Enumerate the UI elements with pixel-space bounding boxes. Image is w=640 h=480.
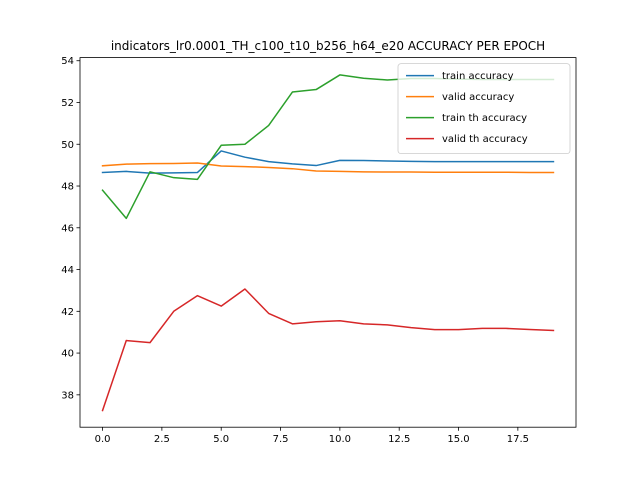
- plot-frame: [79, 57, 577, 428]
- x-tick-label: 10.0: [329, 434, 351, 445]
- y-tick-label: 44: [61, 265, 74, 276]
- legend-label-train-accuracy: train accuracy: [442, 71, 514, 82]
- series-line-valid-th-accuracy: [101, 288, 555, 412]
- y-tick-label: 38: [61, 390, 74, 401]
- chart-title: indicators_lr0.0001_TH_c100_t10_b256_h64…: [111, 39, 545, 53]
- x-tick-label: 0.0: [95, 434, 111, 445]
- series-line-train-accuracy: [101, 150, 555, 174]
- y-tick-label: 42: [61, 307, 74, 318]
- legend-label-valid-th-accuracy: valid th accuracy: [442, 134, 528, 145]
- y-tick-label: 40: [61, 349, 74, 360]
- y-tick-label: 46: [61, 223, 74, 234]
- legend-label-valid-accuracy: valid accuracy: [442, 92, 514, 103]
- legend-box: [397, 63, 571, 154]
- x-tick-label: 15.0: [447, 434, 469, 445]
- y-tick-label: 48: [61, 182, 74, 193]
- series-line-valid-accuracy: [101, 162, 555, 174]
- legend: train accuracy valid accuracy train th acc…: [397, 63, 571, 154]
- y-axis-ticks: 38 40 42 44 46 48 50 52 54: [61, 56, 80, 401]
- x-tick-label: 7.5: [273, 434, 289, 445]
- x-tick-label: 17.5: [507, 434, 529, 445]
- y-tick-label: 50: [61, 140, 74, 151]
- x-axis-ticks: 0.0 2.5 5.0 7.5 10.0 12.5 15.0 17.5: [95, 427, 529, 445]
- x-tick-label: 2.5: [154, 434, 170, 445]
- y-tick-label: 52: [61, 98, 74, 109]
- x-tick-label: 12.5: [388, 434, 410, 445]
- legend-label-train-th-accuracy: train th accuracy: [442, 113, 527, 124]
- x-tick-label: 5.0: [213, 434, 229, 445]
- y-tick-label: 54: [61, 56, 74, 67]
